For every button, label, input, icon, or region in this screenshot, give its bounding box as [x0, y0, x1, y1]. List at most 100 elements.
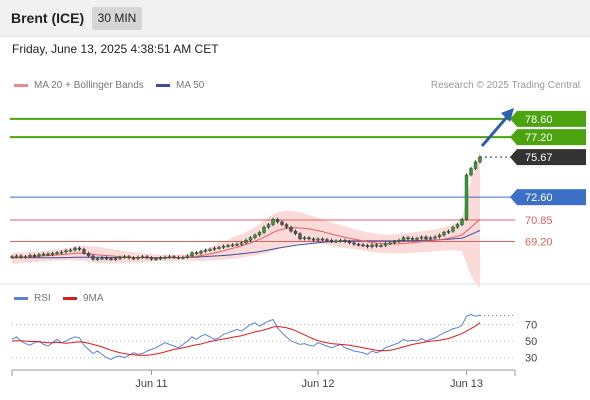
candle-body [199, 251, 203, 254]
level-label-78-60: 78.60 [525, 114, 553, 126]
candle-body [239, 242, 244, 245]
legend-ma9: 9MA [63, 293, 104, 304]
level-label-77-20: 77.20 [525, 132, 553, 144]
candle-body [460, 219, 464, 225]
candle-body [284, 224, 289, 228]
candle-body [370, 244, 374, 247]
chart-header: Brent (ICE) 30 MIN [0, 0, 590, 37]
candle-body [190, 252, 194, 257]
rsi-line [11, 313, 481, 360]
candle-body [451, 226, 455, 232]
candle-body [262, 226, 266, 233]
candle-body [415, 238, 419, 240]
candle-body [217, 247, 221, 249]
candle-body [14, 255, 19, 258]
candle-body [212, 247, 217, 250]
candle-body [361, 244, 365, 247]
candle-body [95, 258, 100, 260]
level-tag-75-67 [517, 149, 586, 166]
level-tag-77-20 [517, 129, 586, 146]
candle-body [50, 253, 55, 255]
candle-body [145, 256, 149, 259]
candle-body [194, 252, 199, 255]
ma50-swatch [156, 83, 170, 87]
candle-body [365, 245, 370, 247]
candle-body [455, 224, 460, 228]
candle-body [46, 253, 50, 256]
level-label-75-67: 75.67 [525, 152, 553, 164]
rsi-tick-70: 70 [525, 319, 537, 331]
rsi-tick-30: 30 [525, 353, 537, 365]
x-tick-label-jun-12: Jun 12 [301, 378, 334, 390]
candle-body [55, 252, 59, 255]
candle-body [77, 247, 82, 250]
candle-body [37, 254, 41, 257]
candle-body [334, 240, 338, 243]
candle-body [266, 224, 271, 228]
candle-body [352, 242, 356, 245]
candle-body [392, 241, 397, 244]
candle-body [473, 161, 478, 169]
candle-body [329, 240, 334, 242]
level-label-70-85: 70.85 [525, 215, 553, 227]
candle-body [253, 234, 257, 238]
candle-body [235, 243, 239, 246]
candle-body [41, 253, 46, 256]
instrument-title: Brent (ICE) [11, 10, 85, 26]
timeframe-button[interactable]: 30 MIN [92, 7, 142, 30]
candle-body [316, 238, 320, 241]
candle-body [383, 243, 388, 246]
level-tag-78-60 [517, 110, 586, 127]
bollinger-band-fill [12, 150, 480, 289]
candle-body [478, 156, 482, 163]
candle-body [118, 257, 122, 259]
candle-body [388, 242, 392, 245]
candle-body [271, 219, 275, 225]
candle-body [113, 258, 118, 260]
candle-body [280, 221, 284, 225]
candle-body [140, 256, 145, 258]
legend-rsi: RSI [14, 293, 51, 304]
candle-body [307, 237, 311, 240]
candle-body [428, 237, 433, 240]
candle-body [469, 168, 473, 176]
candle-body [410, 238, 415, 240]
rsi-ma9-line [11, 322, 481, 356]
ma9-label: 9MA [83, 293, 104, 304]
candle-body [86, 253, 91, 257]
ma9-swatch [63, 296, 77, 300]
legend-ma20: MA 20 + Bollinger Bands [14, 80, 144, 91]
rsi-label: RSI [34, 293, 51, 304]
candle-body [397, 240, 401, 242]
candle-body [109, 258, 113, 260]
rsi-tick-50: 50 [525, 336, 537, 348]
ma50-line [12, 230, 481, 259]
credit-text: Research © 2025 Trading Central [430, 80, 580, 91]
level-tag-72-60 [517, 189, 586, 206]
candle-body [406, 237, 410, 240]
candle-body [158, 257, 163, 260]
candle-body [23, 256, 28, 258]
candle-body [437, 234, 442, 238]
ma20-swatch [14, 83, 28, 87]
candle-body [347, 241, 352, 244]
candle-body [419, 236, 424, 239]
candle-body [100, 257, 104, 260]
candle-body [442, 232, 446, 236]
candle-body [127, 256, 131, 259]
candle-body [320, 238, 325, 241]
candle-body [122, 256, 127, 258]
candle-body [424, 236, 428, 240]
candle-body [356, 243, 361, 246]
candle-body [176, 257, 181, 259]
ma50-label: MA 50 [176, 80, 205, 91]
candle-body [172, 256, 176, 258]
candle-body [226, 245, 230, 247]
candle-body [32, 255, 37, 257]
candle-body [433, 236, 437, 239]
candle-body [248, 237, 253, 241]
candle-body [275, 219, 280, 223]
ma20-label: MA 20 + Bollinger Bands [34, 80, 144, 91]
candle-body [208, 249, 212, 251]
candle-body [149, 257, 154, 260]
